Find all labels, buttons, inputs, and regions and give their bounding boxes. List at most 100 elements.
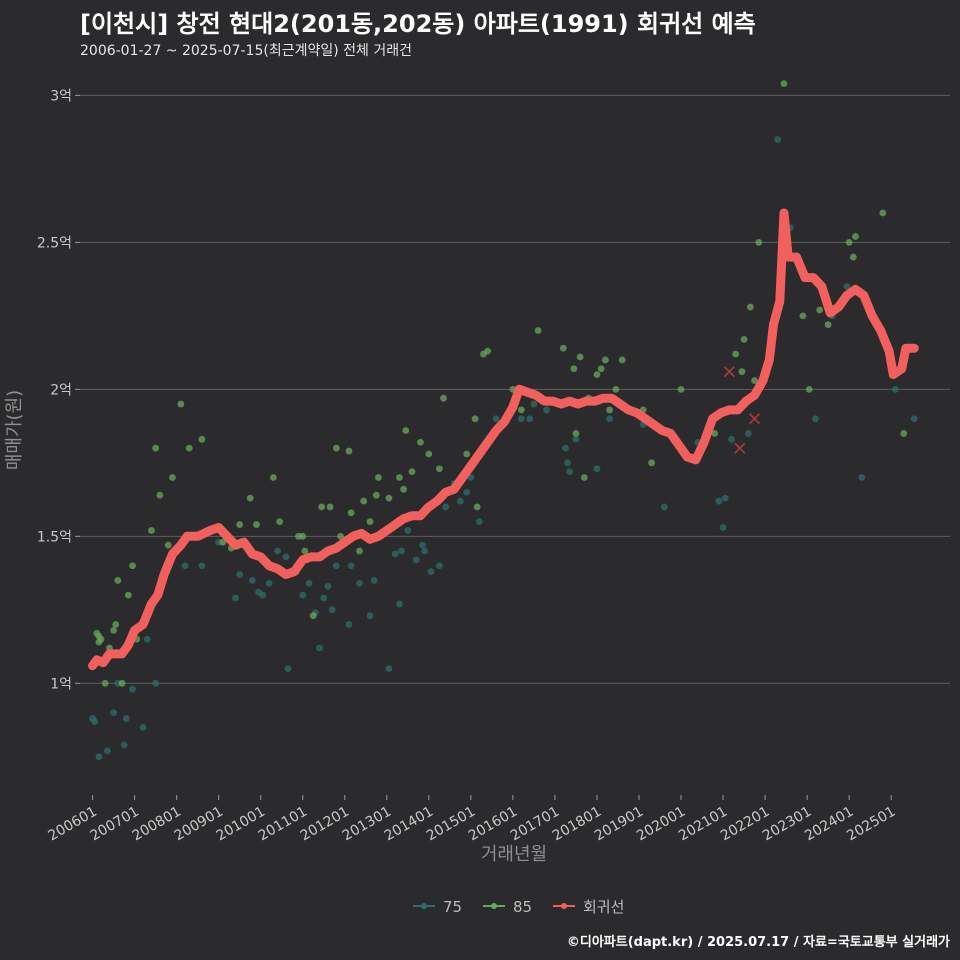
data-point-85 <box>572 430 580 437</box>
data-point-75 <box>812 415 819 423</box>
data-point-85 <box>152 444 160 452</box>
y-axis-ticks: 1억 1.5억 2억 2.5억 3억 <box>37 88 80 692</box>
data-point-75 <box>492 415 500 423</box>
data-point-85 <box>185 444 193 452</box>
data-point-75 <box>95 753 103 761</box>
chart-subtitle: 2006-01-27 ~ 2025-07-15(최근계약일) 전체 거래건 <box>80 43 412 59</box>
data-point-85 <box>114 577 122 584</box>
data-point-85 <box>318 503 326 511</box>
data-point-75 <box>456 497 464 505</box>
data-point-75 <box>129 685 136 693</box>
data-point-75 <box>721 494 729 502</box>
data-point-85 <box>97 635 105 643</box>
data-point-75 <box>419 541 426 549</box>
data-point-85 <box>559 344 567 352</box>
data-point-85 <box>606 406 613 414</box>
data-point-85 <box>677 385 685 393</box>
data-point-75 <box>562 444 569 452</box>
data-point-85 <box>746 303 754 311</box>
data-point-85 <box>169 474 176 481</box>
data-point-75 <box>259 591 267 599</box>
data-point-85 <box>118 679 126 687</box>
data-point-85 <box>824 321 832 329</box>
data-point-85 <box>360 497 368 505</box>
data-point-75 <box>198 562 206 570</box>
data-point-75 <box>427 568 435 575</box>
data-point-85 <box>900 430 908 437</box>
data-point-85 <box>597 365 605 373</box>
data-point-85 <box>110 626 118 634</box>
data-point-75 <box>274 547 281 555</box>
data-point-85 <box>112 621 120 628</box>
data-point-85 <box>463 450 471 458</box>
data-point-75 <box>110 709 118 717</box>
data-point-85 <box>440 394 447 402</box>
data-point-85 <box>396 474 403 481</box>
data-point-75 <box>385 665 393 673</box>
data-point-85 <box>236 521 244 528</box>
data-point-75 <box>463 488 471 496</box>
data-point-75 <box>517 415 525 423</box>
source-caption: ©디아파트(dapt.kr) / 2025.07.17 / 자료=국토교통부 실… <box>566 935 950 950</box>
data-point-75 <box>232 594 239 602</box>
data-point-85 <box>345 447 353 455</box>
x-tick-label: 202501 <box>844 804 898 845</box>
data-point-75 <box>606 415 613 423</box>
data-point-85 <box>593 371 601 379</box>
data-point-75 <box>139 723 147 731</box>
data-point-85 <box>301 547 309 555</box>
legend-label: 85 <box>513 898 532 916</box>
y-tick-label: 1.5억 <box>37 529 72 545</box>
legend: 75 85 회귀선 <box>413 898 624 916</box>
data-point-75 <box>391 550 399 558</box>
cancelled-deal-marker <box>748 413 761 425</box>
data-point-75 <box>236 571 244 578</box>
legend-point-swatch <box>561 903 567 909</box>
data-point-85 <box>326 503 334 511</box>
data-point-75 <box>181 562 189 570</box>
data-point-85 <box>601 356 609 364</box>
data-point-85 <box>101 679 109 687</box>
data-point-85 <box>473 503 481 511</box>
data-point-75 <box>320 594 328 602</box>
data-point-75 <box>442 503 450 511</box>
data-point-85 <box>751 377 758 384</box>
data-point-75 <box>328 606 336 614</box>
data-point-75 <box>728 435 735 443</box>
data-point-85 <box>879 209 887 217</box>
data-point-85 <box>198 435 206 443</box>
data-point-75 <box>143 635 151 643</box>
data-point-75 <box>305 579 313 587</box>
data-point-85 <box>276 518 284 526</box>
data-point-85 <box>576 353 584 361</box>
data-point-85 <box>408 468 416 476</box>
data-point-75 <box>282 553 290 561</box>
cancelled-deal-marker <box>723 366 735 378</box>
data-point-85 <box>417 438 424 446</box>
data-point-85 <box>852 233 859 240</box>
regression-line <box>88 208 919 671</box>
data-point-85 <box>337 532 344 540</box>
data-point-75 <box>660 503 668 511</box>
data-point-75 <box>910 415 918 423</box>
data-point-75 <box>91 718 99 725</box>
data-point-85 <box>366 518 374 526</box>
data-point-75 <box>347 562 355 570</box>
cancelled-deal-marker <box>734 442 746 454</box>
data-point-85 <box>156 491 164 499</box>
data-point-85 <box>648 459 655 467</box>
data-point-85 <box>425 450 433 458</box>
y-tick-label: 1억 <box>50 676 72 692</box>
y-tick-label: 3억 <box>50 88 72 104</box>
data-point-85 <box>219 538 227 546</box>
y-axis-title: 매매가(원) <box>4 390 25 470</box>
data-point-75 <box>404 527 412 534</box>
data-point-85 <box>738 368 746 376</box>
data-point-75 <box>564 459 571 467</box>
data-point-85 <box>580 474 588 481</box>
y-tick-label: 2.5억 <box>37 235 72 251</box>
data-point-85 <box>740 335 748 343</box>
data-point-85 <box>356 547 363 555</box>
data-point-75 <box>248 577 256 584</box>
